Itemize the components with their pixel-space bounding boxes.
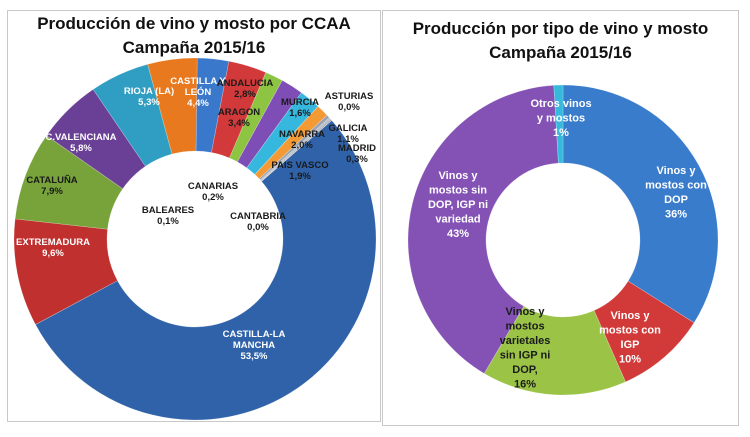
data-label-baleares: BALEARES 0,1% (142, 205, 194, 227)
slice-galicia (254, 105, 328, 180)
data-label-castilla-y-leon: CASTILLA Y LEÓN 4,4% (170, 76, 226, 109)
slice-otros-vinos-y-mostos (553, 84, 564, 164)
data-label-rioja-la: RIOJA (LA) 5,3% (124, 86, 174, 108)
data-label-cantabria: CANTABRIA 0,0% (230, 211, 286, 233)
donut-chart-tipo: Vinos y mostos con DOP 36% Vinos y mostos con… (407, 84, 719, 396)
slice-castilla-y-leon (147, 57, 198, 155)
slice-cataluna (14, 135, 124, 230)
slice-vinos-y-mostos-con-dop (562, 84, 719, 324)
data-label-vinos-y-mostos-varietales-sin-igp-ni-dop: Vinos y mostos varietales sin IGP ni DOP, 16% (500, 306, 551, 391)
data-label-vinos-y-mostos-con-igp: Vinos y mostos con IGP 10% (599, 310, 661, 366)
data-label-vinos-y-mostos-sin-dop-igp-ni-variedad: Vinos y mostos sin DOP, IGP ni variedad 43% (428, 170, 488, 240)
slice-baleares (260, 118, 333, 182)
data-label-vinos-y-mostos-con-dop: Vinos y mostos con DOP 36% (645, 165, 707, 221)
slice-rioja-la (92, 63, 173, 167)
data-label-c-valenciana: C.VALENCIANA 5,8% (45, 132, 116, 154)
slice-andalucia (195, 57, 230, 153)
slice-pais-vasco (246, 92, 319, 175)
data-label-aragon: ARAGON 3,4% (218, 107, 260, 129)
data-label-extremadura: EXTREMADURA 9,6% (16, 237, 90, 259)
slice-castilla-la-mancha (35, 119, 377, 421)
chart-title: Producción de vino y mosto por CCAA (37, 14, 351, 33)
data-label-otros-vinos-y-mostos: Otros vinos y mostos 1% (530, 98, 591, 139)
slice-cantabria (260, 119, 333, 182)
data-label-galicia: GALICIA 1,1% (328, 123, 367, 145)
chart-panel-ccaa: Producción de vino y mosto por CCAA Camp… (7, 10, 381, 422)
data-label-castilla-la-mancha: CASTILLA-LA MANCHA 53,5% (223, 329, 286, 362)
data-label-cataluna: CATALUÑA 7,9% (26, 175, 77, 197)
slice-canarias (259, 117, 332, 182)
chart-subtitle: Campaña 2015/16 (489, 43, 632, 62)
slice-madrid (258, 114, 330, 181)
data-label-pais-vasco: PAIS VASCO 1,9% (271, 160, 328, 182)
data-label-asturias: ASTURIAS 0,0% (325, 91, 374, 113)
chart-subtitle: Campaña 2015/16 (122, 38, 266, 57)
chart-title: Producción por tipo de vino y mosto (412, 19, 709, 38)
slice-murcia (229, 72, 283, 163)
donut-chart-ccaa: CASTILLA-LA MANCHA 53,5% EXTREMADURA 9,6% CAT… (13, 57, 377, 421)
data-label-canarias: CANARIAS 0,2% (188, 181, 238, 203)
data-label-navarra: NAVARRA 2,0% (279, 129, 325, 151)
slice-vinos-y-mostos-sin-dop-igp-ni-variedad (407, 84, 559, 374)
data-label-murcia: MURCIA 1,6% (281, 97, 319, 119)
slice-extremadura (13, 218, 118, 325)
slice-vinos-y-mostos-varietales-sin-igp-ni-dop (483, 305, 626, 396)
data-label-andalucia: ANDALUCIA 2,8% (217, 78, 274, 100)
chart-panel-tipo: Producción por tipo de vino y mosto Camp… (382, 10, 739, 426)
data-label-madrid: MADRID 0,3% (338, 143, 376, 165)
slice-vinos-y-mostos-con-igp (593, 280, 695, 383)
